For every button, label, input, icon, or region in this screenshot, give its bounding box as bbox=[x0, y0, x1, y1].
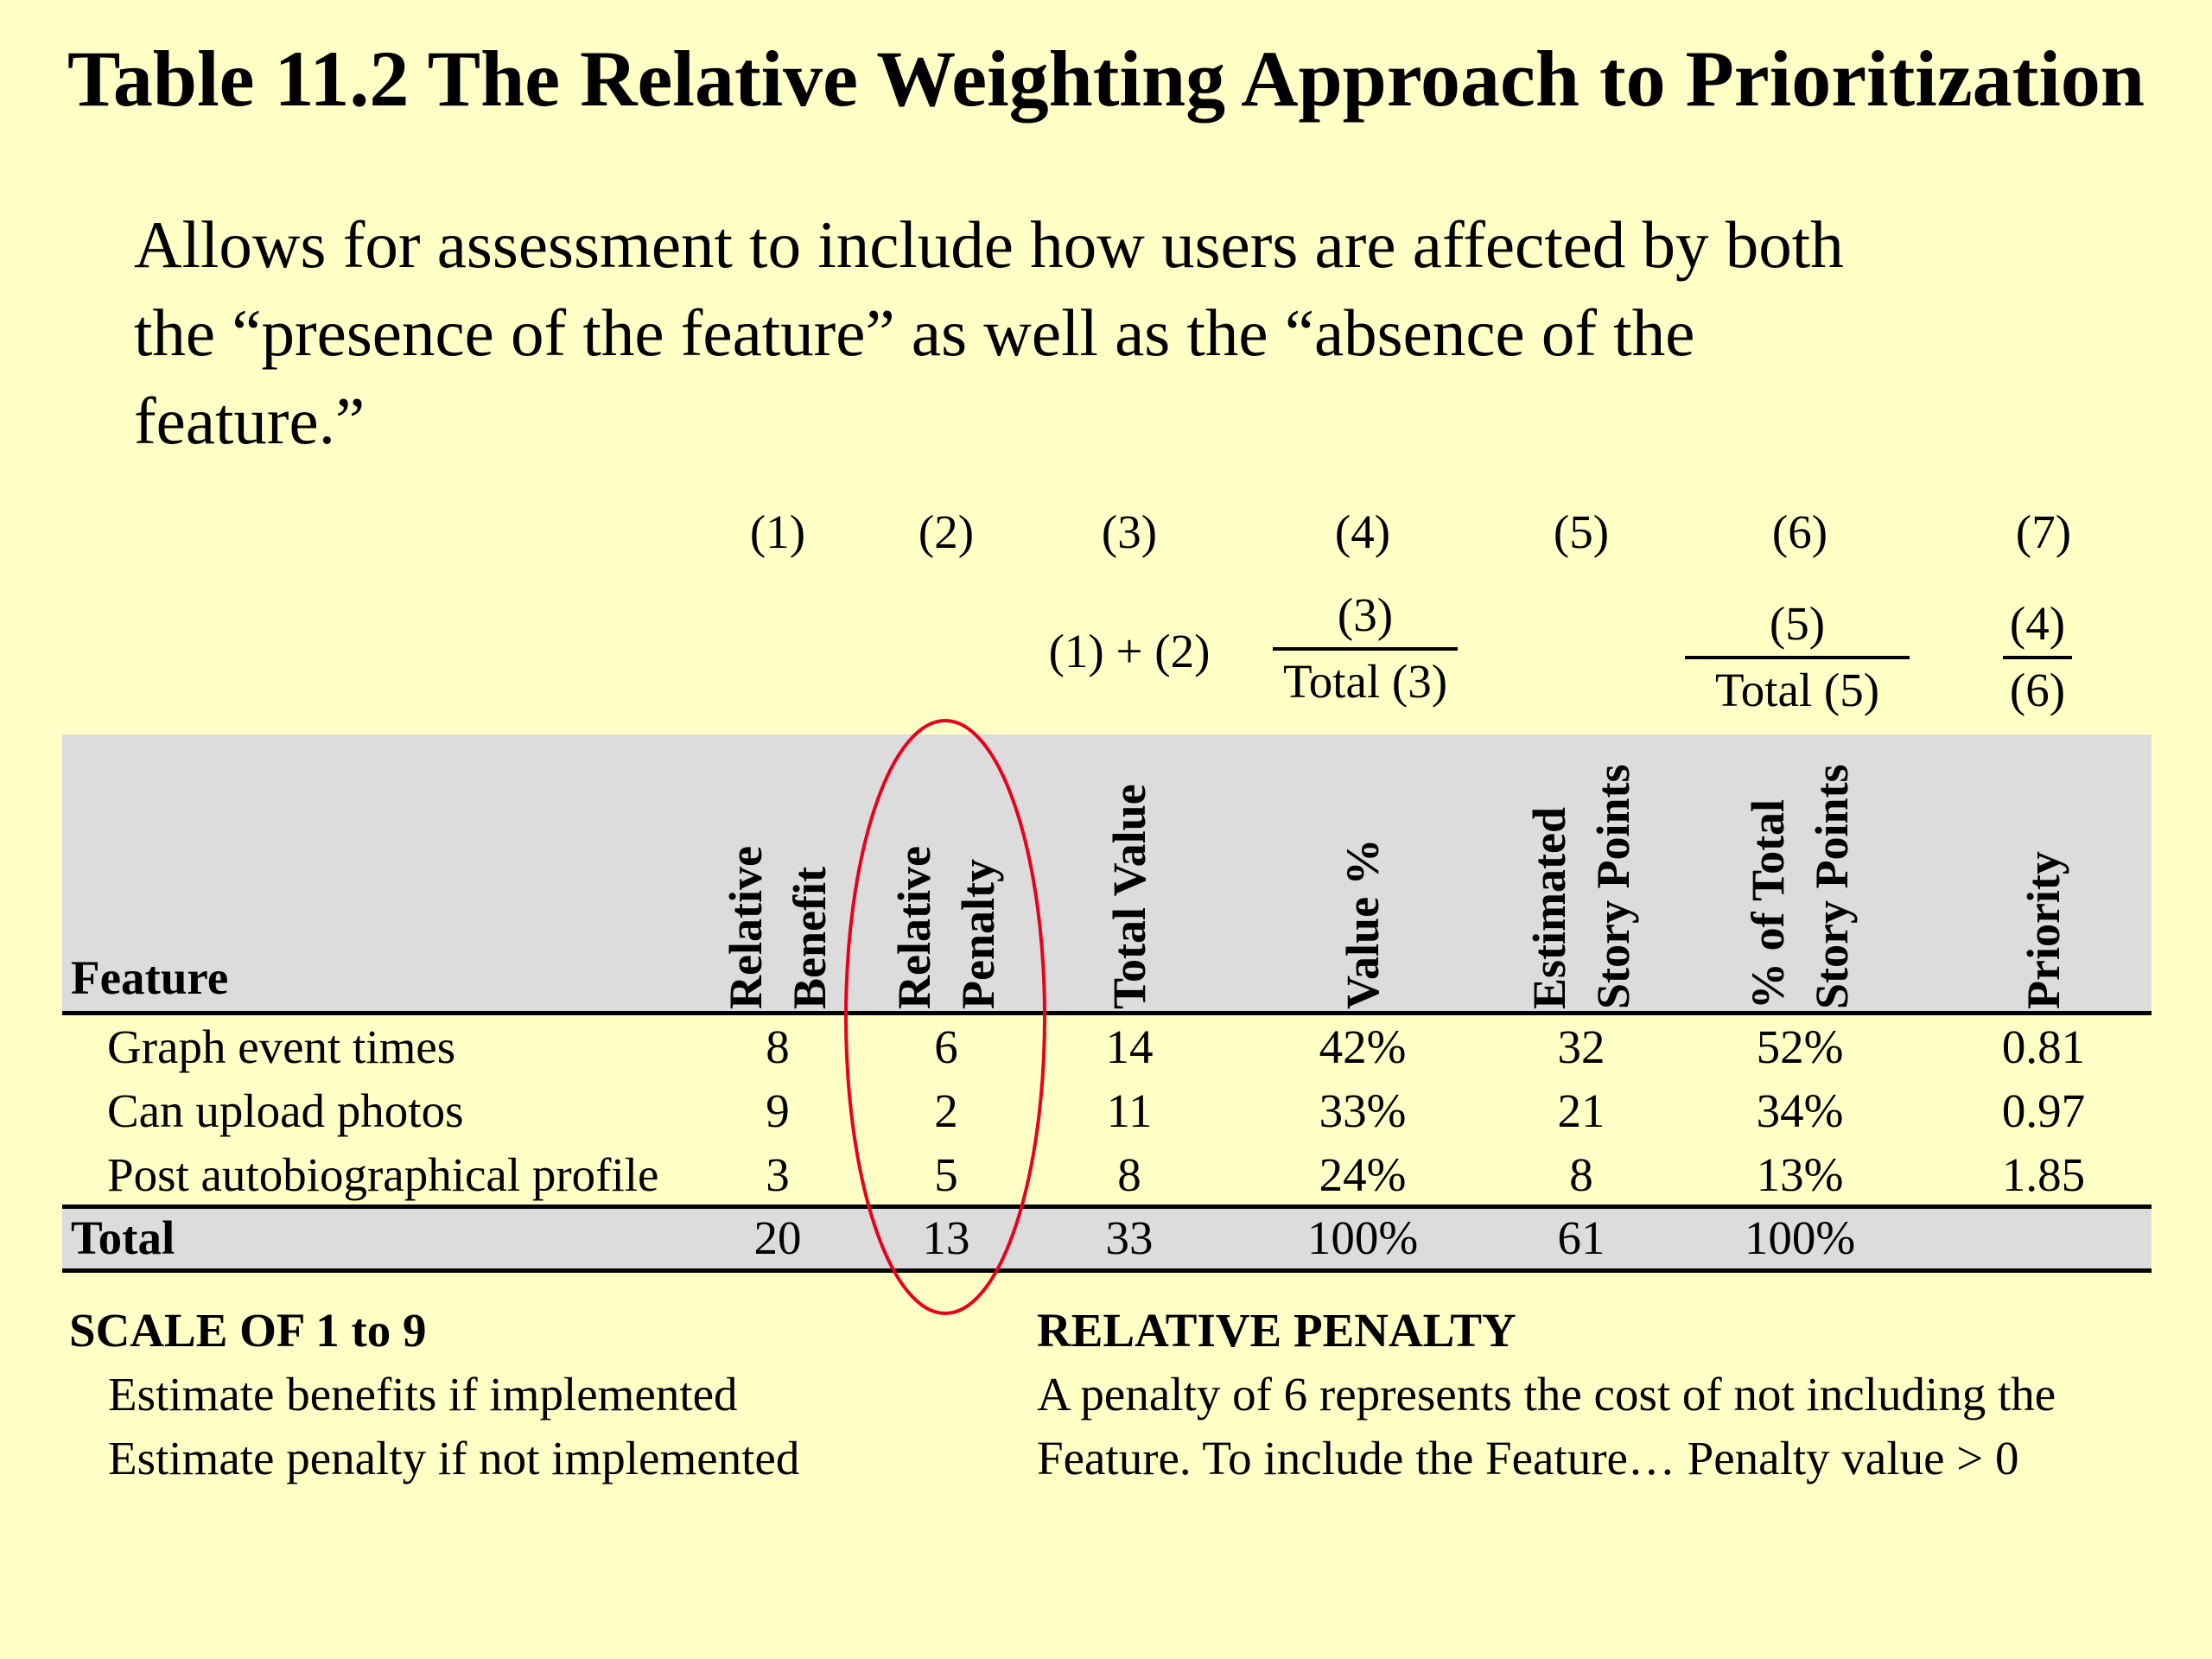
total-pct-story-points: 100% bbox=[1744, 1211, 1856, 1264]
column-number-1: (1) bbox=[749, 505, 806, 558]
total-value: 33 bbox=[1105, 1211, 1154, 1264]
fraction-bar bbox=[2003, 656, 2072, 659]
scale-title: SCALE OF 1 to 9 bbox=[69, 1304, 427, 1357]
header-rule bbox=[62, 1011, 2152, 1015]
formula-col4-numerator: (3) bbox=[1337, 588, 1394, 641]
column-number-7: (7) bbox=[2015, 505, 2072, 558]
table-header-band bbox=[62, 734, 2152, 1011]
formula-col7: (4) (6) bbox=[2003, 596, 2072, 717]
scale-line-1: Estimate benefits if implemented bbox=[108, 1368, 738, 1421]
scale-line-2: Estimate penalty if not implemented bbox=[108, 1432, 800, 1484]
row-benefit: 8 bbox=[766, 1020, 790, 1073]
penalty-note-title: RELATIVE PENALTY bbox=[1037, 1304, 1516, 1357]
row-value-pct: 24% bbox=[1319, 1148, 1407, 1201]
row-total-value: 8 bbox=[1117, 1148, 1141, 1201]
formula-col6: (5) Total (5) bbox=[1685, 596, 1910, 717]
formula-col4-denominator: Total (3) bbox=[1282, 655, 1448, 708]
penalty-column-ellipse bbox=[844, 719, 1046, 1315]
row-pct-story-points: 34% bbox=[1756, 1084, 1844, 1137]
table-row: Post autobiographical profile 3 5 8 24% … bbox=[62, 1143, 2152, 1207]
row-feature: Post autobiographical profile bbox=[107, 1148, 659, 1201]
intro-line-3: feature.” bbox=[134, 384, 365, 458]
page-title: Table 11.2 The Relative Weighting Approa… bbox=[67, 35, 2145, 123]
formula-col7-numerator: (4) bbox=[2009, 597, 2066, 650]
row-story-points: 8 bbox=[1569, 1148, 1593, 1201]
row-value-pct: 42% bbox=[1319, 1020, 1407, 1073]
intro-line-1: Allows for assessment to include how use… bbox=[134, 207, 1844, 282]
total-row: Total 20 13 33 100% 61 100% bbox=[62, 1206, 2152, 1270]
intro-line-2: the “presence of the feature” as well as… bbox=[134, 296, 1695, 370]
row-benefit: 3 bbox=[766, 1148, 790, 1201]
column-number-2: (2) bbox=[918, 505, 975, 558]
formula-col4: (3) Total (3) bbox=[1273, 588, 1458, 709]
row-value-pct: 33% bbox=[1319, 1084, 1407, 1137]
table-bottom-rule bbox=[62, 1268, 2152, 1273]
table-row: Graph event times 8 6 14 42% 32 52% 0.81 bbox=[62, 1015, 2152, 1079]
column-number-4: (4) bbox=[1334, 505, 1391, 558]
row-priority: 1.85 bbox=[2001, 1148, 2086, 1201]
row-pct-story-points: 52% bbox=[1756, 1020, 1844, 1073]
formula-col6-numerator: (5) bbox=[1769, 597, 1826, 650]
formula-col7-denominator: (6) bbox=[2009, 664, 2066, 716]
row-penalty: 2 bbox=[934, 1084, 958, 1137]
intro-text: Allows for assessment to include how use… bbox=[134, 200, 2121, 465]
header-feature: Feature bbox=[71, 951, 229, 1004]
total-label: Total bbox=[71, 1211, 175, 1264]
column-number-6: (6) bbox=[1771, 505, 1828, 558]
total-row-band bbox=[62, 1206, 2152, 1270]
table-row: Can upload photos 9 2 11 33% 21 34% 0.97 bbox=[62, 1079, 2152, 1143]
row-pct-story-points: 13% bbox=[1756, 1148, 1844, 1201]
column-number-3: (3) bbox=[1101, 505, 1158, 558]
total-story-points: 61 bbox=[1557, 1211, 1605, 1264]
fraction-bar bbox=[1273, 647, 1458, 651]
row-total-value: 14 bbox=[1105, 1020, 1154, 1073]
row-penalty: 6 bbox=[934, 1020, 958, 1073]
penalty-note-line-2: Feature. To include the Feature… Penalty… bbox=[1037, 1432, 2019, 1484]
row-penalty: 5 bbox=[934, 1148, 958, 1201]
row-feature: Can upload photos bbox=[107, 1084, 464, 1137]
total-benefit: 20 bbox=[753, 1211, 802, 1264]
row-priority: 0.97 bbox=[2001, 1084, 2086, 1137]
row-story-points: 21 bbox=[1557, 1084, 1605, 1137]
row-feature: Graph event times bbox=[107, 1020, 456, 1073]
column-number-5: (5) bbox=[1553, 505, 1610, 558]
row-total-value: 11 bbox=[1106, 1084, 1153, 1137]
formula-col6-denominator: Total (5) bbox=[1714, 664, 1880, 716]
row-priority: 0.81 bbox=[2001, 1020, 2086, 1073]
total-top-rule bbox=[62, 1205, 2152, 1209]
penalty-note-line-1: A penalty of 6 represents the cost of no… bbox=[1037, 1368, 2056, 1421]
total-value-pct: 100% bbox=[1306, 1211, 1419, 1264]
row-story-points: 32 bbox=[1557, 1020, 1605, 1073]
formula-col3: (1) + (2) bbox=[1048, 625, 1211, 677]
total-penalty: 13 bbox=[922, 1211, 970, 1264]
row-benefit: 9 bbox=[766, 1084, 790, 1137]
fraction-bar bbox=[1685, 656, 1910, 659]
